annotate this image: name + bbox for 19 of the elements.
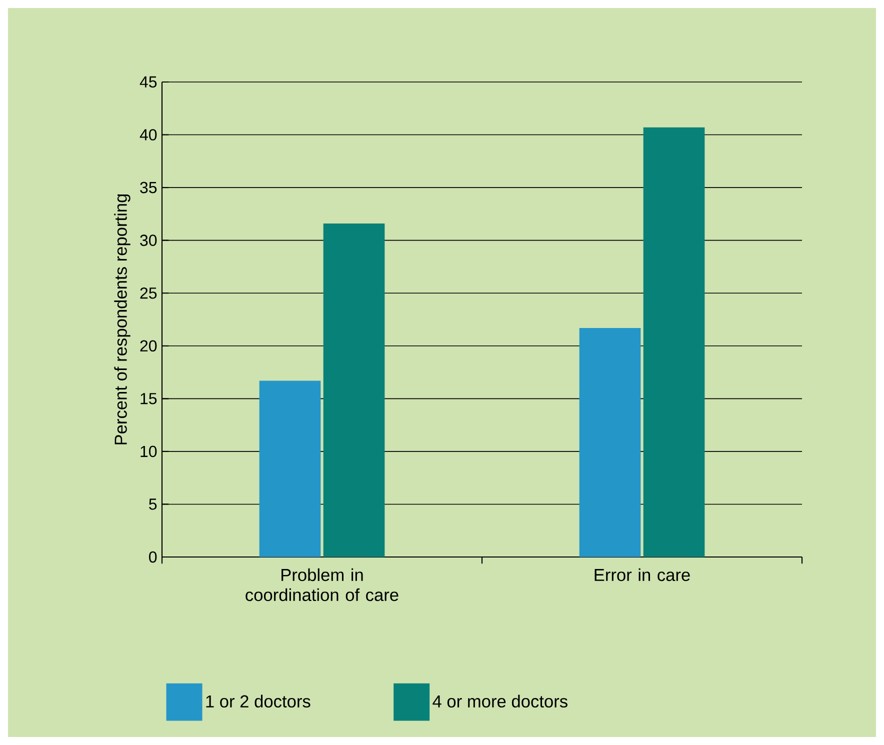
y-tick-label: 20 bbox=[140, 340, 157, 352]
y-tick-label: 40 bbox=[140, 129, 157, 140]
x-tick-label: Error in care bbox=[594, 568, 690, 582]
bar bbox=[643, 127, 705, 557]
bar bbox=[323, 223, 385, 557]
bar bbox=[259, 380, 321, 557]
bar bbox=[579, 328, 641, 557]
y-tick-label: 10 bbox=[140, 446, 157, 458]
y-tick-label: 5 bbox=[149, 498, 157, 510]
y-tick-label: 35 bbox=[140, 182, 157, 194]
legend-label: 4 or more doctors bbox=[432, 694, 568, 708]
y-axis-title: Percent of respondents reporting bbox=[114, 194, 130, 444]
y-tick-label: 45 bbox=[140, 76, 157, 88]
y-tick-label: 25 bbox=[140, 287, 157, 299]
y-tick-label: 30 bbox=[140, 234, 157, 246]
y-tick-label: 15 bbox=[140, 393, 157, 404]
y-tick-label: 0 bbox=[149, 551, 157, 563]
legend-label: 1 or 2 doctors bbox=[206, 694, 310, 708]
x-tick-label: Problem in coordination of care bbox=[246, 568, 398, 602]
